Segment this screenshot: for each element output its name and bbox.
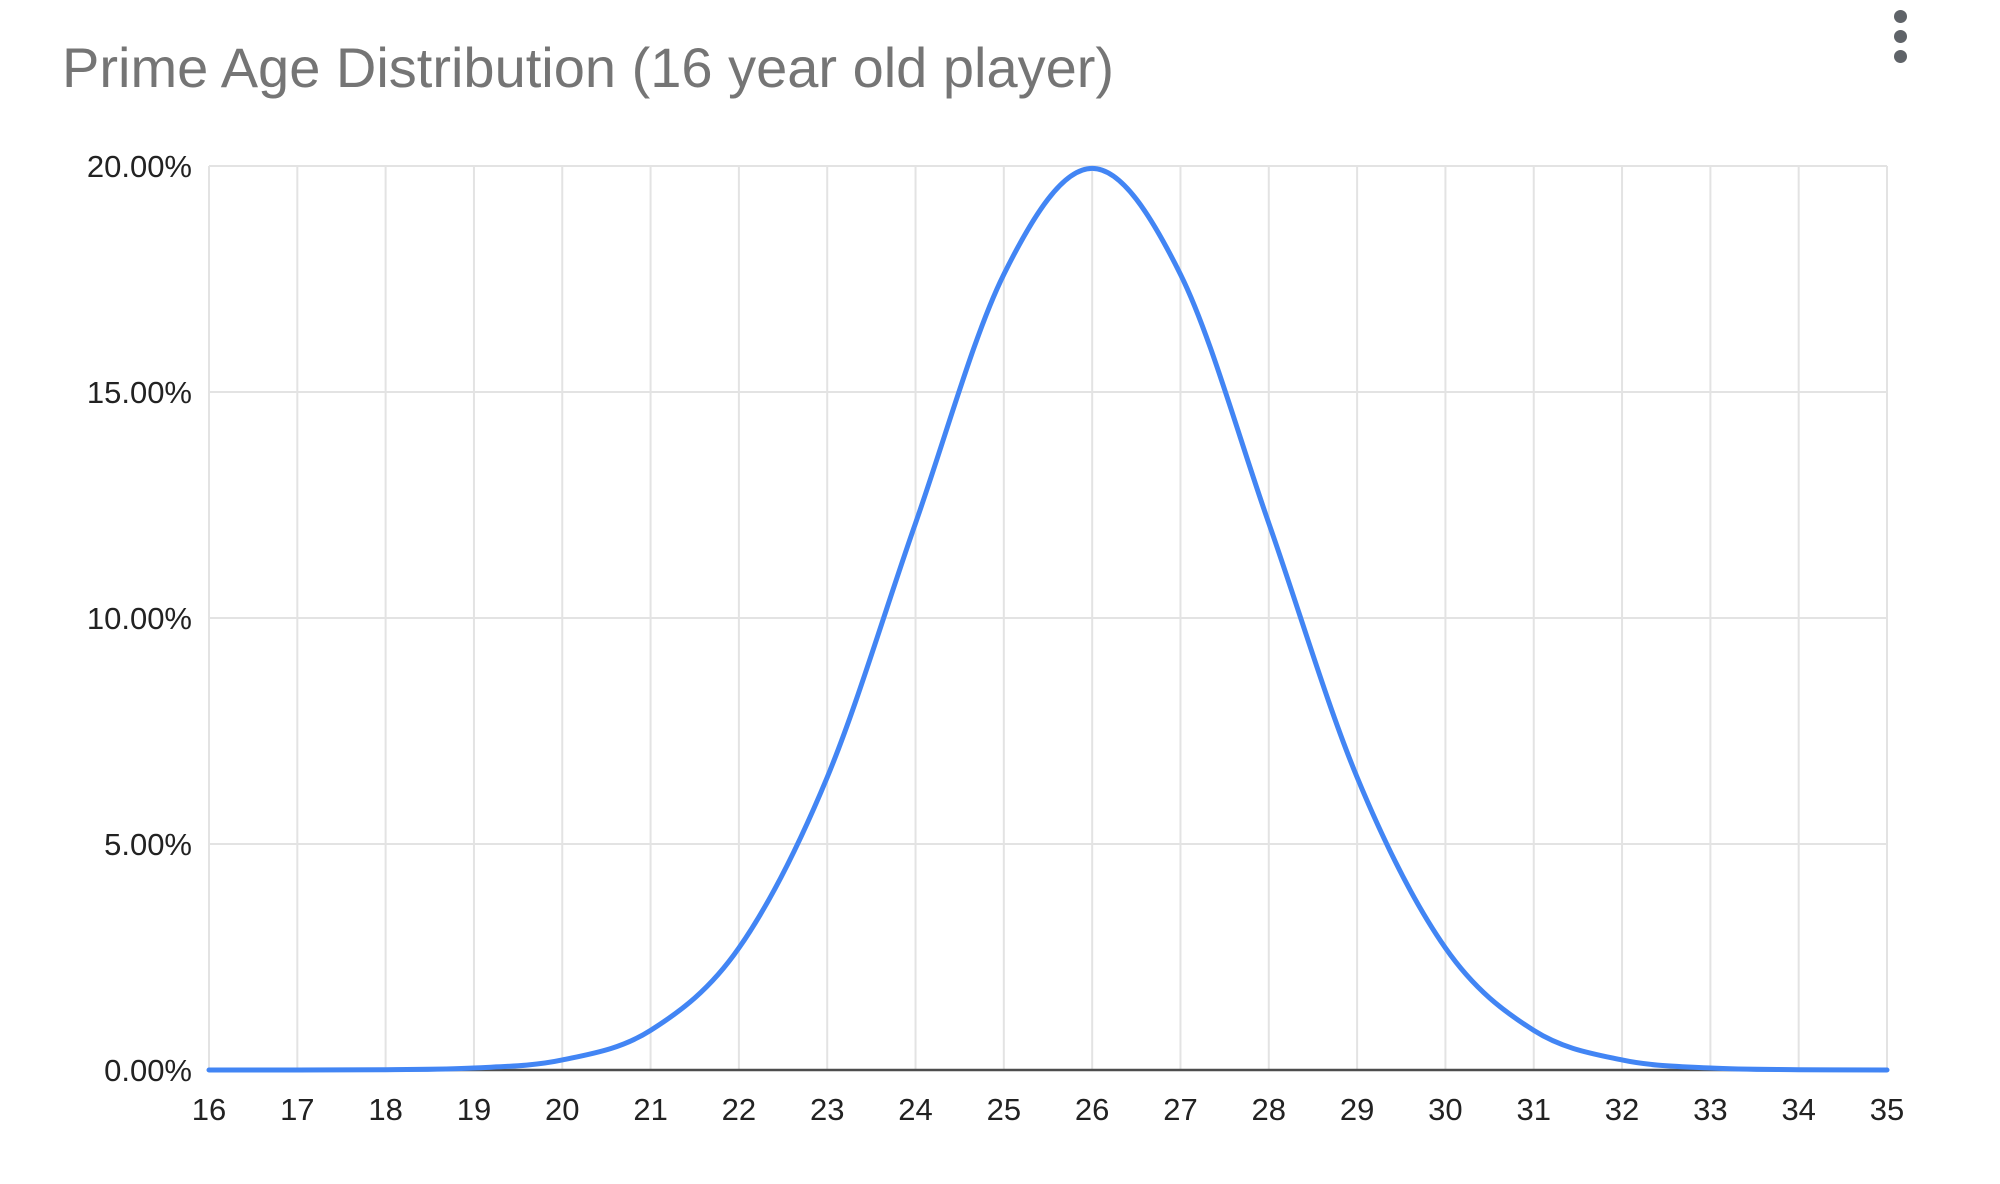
x-tick-label: 26 [1075, 1092, 1109, 1127]
x-tick-label: 34 [1781, 1092, 1815, 1127]
x-tick-label: 18 [368, 1092, 402, 1127]
kebab-dot-icon [1894, 30, 1907, 43]
x-tick-label: 22 [722, 1092, 756, 1127]
x-tick-label: 31 [1516, 1092, 1550, 1127]
chart-menu-button[interactable] [1891, 8, 1910, 65]
x-tick-label: 16 [192, 1092, 226, 1127]
y-tick-label: 5.00% [104, 827, 192, 862]
x-tick-label: 29 [1340, 1092, 1374, 1127]
y-tick-label: 0.00% [104, 1053, 192, 1088]
x-tick-label: 19 [457, 1092, 491, 1127]
x-tick-label: 35 [1870, 1092, 1904, 1127]
chart-title: Prime Age Distribution (16 year old play… [62, 36, 1115, 99]
kebab-dot-icon [1894, 50, 1907, 63]
kebab-dot-icon [1894, 10, 1907, 23]
x-tick-label: 17 [280, 1092, 314, 1127]
y-tick-label: 15.00% [87, 375, 192, 410]
x-tick-label: 24 [898, 1092, 932, 1127]
x-tick-label: 20 [545, 1092, 579, 1127]
series-line [206, 165, 1890, 1073]
x-tick-label: 25 [987, 1092, 1021, 1127]
y-tick-label: 10.00% [87, 601, 192, 636]
y-tick-label: 20.00% [87, 149, 192, 184]
x-tick-label: 27 [1163, 1092, 1197, 1127]
x-tick-label: 23 [810, 1092, 844, 1127]
x-tick-label: 30 [1428, 1092, 1462, 1127]
x-tick-label: 21 [633, 1092, 667, 1127]
x-tick-label: 33 [1693, 1092, 1727, 1127]
x-tick-label: 28 [1252, 1092, 1286, 1127]
x-tick-label: 32 [1605, 1092, 1639, 1127]
